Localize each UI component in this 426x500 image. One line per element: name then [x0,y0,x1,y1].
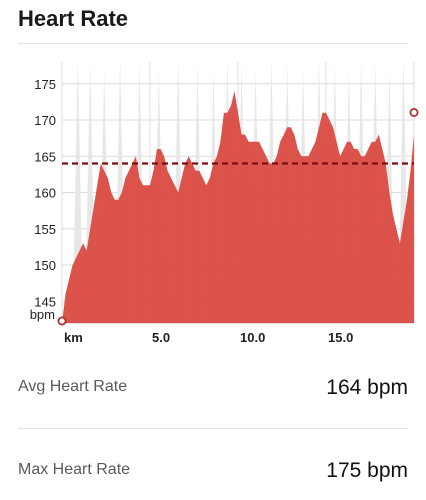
title-divider [18,43,408,44]
y-tick-label: 165 [34,149,56,164]
max-heart-rate-value: 175 bpm [326,459,408,482]
y-tick-label: 170 [34,113,56,128]
x-tick-label: 10.0 [240,330,265,345]
y-tick-label: 155 [34,222,56,237]
y-tick-label: 175 [34,77,56,92]
y-unit-label: bpm [30,307,55,322]
heart-rate-area [62,91,414,323]
start-marker [57,316,67,326]
stat-row-max: Max Heart Rate 175 bpm [18,455,408,485]
stat-divider [18,428,408,429]
x-tick-label: 5.0 [152,330,170,345]
avg-heart-rate-label: Avg Heart Rate [18,378,128,395]
end-marker [409,108,419,118]
x-tick-label: 15.0 [328,330,353,345]
chart-area-layer [62,91,414,323]
x-unit-label: km [64,330,83,345]
y-tick-label: 145 [34,294,56,309]
y-tick-label: 150 [34,258,56,273]
chart-markers [57,108,419,326]
y-tick-label: 160 [34,186,56,201]
avg-heart-rate-value: 164 bpm [326,376,408,399]
max-heart-rate-label: Max Heart Rate [18,461,131,478]
page-title: Heart Rate [18,6,129,31]
stat-row-avg: Avg Heart Rate 164 bpm [18,372,408,402]
